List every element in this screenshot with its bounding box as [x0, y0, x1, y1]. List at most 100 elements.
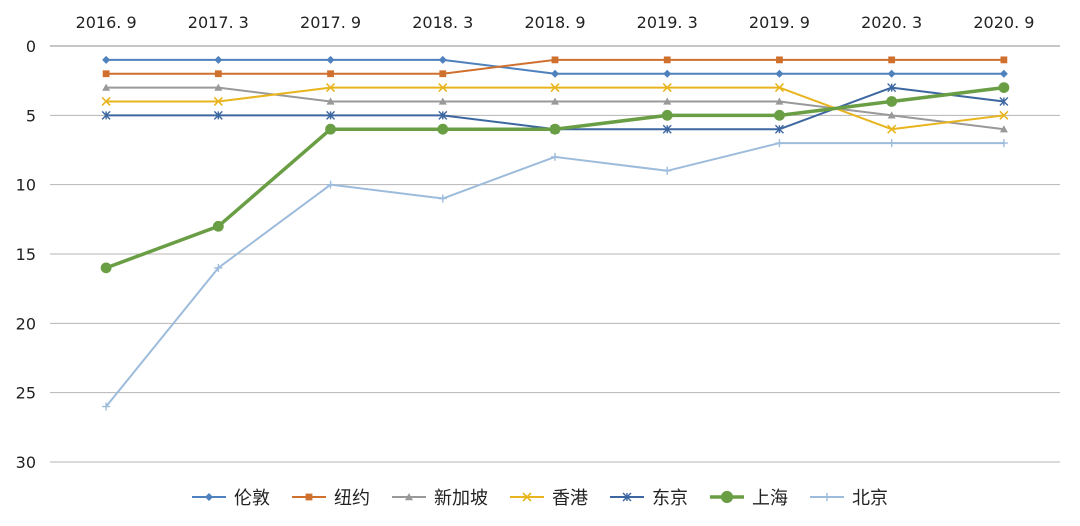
- legend-label: 北京: [852, 488, 888, 509]
- data-point: [327, 70, 334, 78]
- legend-label: 伦敦: [234, 488, 270, 509]
- data-point: [326, 110, 336, 120]
- x-tick-label: 2017. 9: [300, 13, 361, 32]
- data-point: [663, 97, 672, 105]
- data-point: [887, 124, 897, 134]
- data-point: [663, 69, 672, 78]
- series-line: [106, 86, 1005, 131]
- data-point: [774, 124, 784, 134]
- x-tick-label: 2016. 9: [76, 13, 137, 32]
- y-tick-label: 20: [16, 314, 36, 333]
- y-tick-label: 0: [26, 37, 36, 56]
- legend-item: 香港: [510, 488, 588, 509]
- data-point: [662, 83, 672, 93]
- series-3: [102, 83, 1008, 133]
- y-tick-label: 15: [16, 245, 36, 264]
- x-tick-label: 2017. 3: [188, 13, 249, 32]
- data-point: [438, 110, 448, 120]
- data-point: [1000, 56, 1008, 64]
- y-tick-label: 5: [26, 106, 36, 125]
- legend-label: 纽约: [334, 488, 370, 509]
- data-point: [438, 97, 447, 105]
- legend-label: 香港: [552, 488, 588, 509]
- data-point: [326, 180, 335, 189]
- series-1: [102, 55, 1008, 78]
- data-point: [999, 139, 1008, 148]
- x-tick-label: 2020. 9: [973, 13, 1034, 32]
- x-axis-tick-labels: 2016. 9 2017. 3 2017. 9 2018. 3 2018. 9 2019.…: [76, 13, 1035, 32]
- data-point: [326, 97, 335, 105]
- data-point: [326, 55, 335, 64]
- data-point: [661, 109, 673, 121]
- legend-item: 北京: [810, 488, 888, 509]
- series-7: [102, 139, 1008, 411]
- data-point: [888, 56, 896, 64]
- data-point: [887, 139, 896, 148]
- data-point: [213, 96, 223, 107]
- data-point: [100, 262, 112, 274]
- data-point: [999, 96, 1009, 106]
- data-point: [887, 69, 896, 78]
- data-point: [551, 69, 559, 78]
- data-point: [775, 97, 784, 105]
- legend-marker: [622, 492, 632, 502]
- legend-item: 新加坡: [392, 488, 488, 509]
- data-point: [663, 166, 672, 175]
- data-point: [214, 55, 223, 64]
- data-point: [325, 83, 336, 93]
- x-tick-label: 2019. 9: [749, 13, 810, 32]
- data-point: [999, 69, 1008, 78]
- data-point: [551, 97, 559, 105]
- data-point: [775, 69, 784, 78]
- data-point: [999, 125, 1008, 133]
- data-point: [439, 70, 447, 78]
- x-tick-label: 2019. 3: [637, 13, 698, 32]
- data-point: [663, 56, 671, 64]
- data-point: [102, 70, 110, 78]
- data-point: [102, 55, 111, 64]
- data-point: [549, 123, 561, 135]
- data-point: [214, 263, 223, 272]
- data-point: [438, 83, 448, 93]
- data-point: [887, 111, 896, 119]
- data-point: [887, 83, 897, 93]
- data-point: [775, 139, 784, 148]
- series-line: [105, 142, 1004, 408]
- legend-label: 新加坡: [434, 488, 488, 509]
- data-point: [438, 194, 447, 203]
- data-point: [437, 123, 449, 135]
- x-tick-label: 2018. 3: [412, 13, 473, 32]
- data-point: [662, 124, 672, 134]
- legend-marker: [720, 490, 734, 504]
- series-2: [102, 56, 1008, 78]
- data-point: [101, 110, 111, 120]
- series-4: [101, 83, 1009, 134]
- data-point: [774, 109, 785, 121]
- legend-item: 东京: [610, 488, 688, 509]
- legend-item: 纽约: [292, 488, 370, 509]
- data-point: [102, 402, 111, 411]
- y-tick-label: 10: [16, 176, 36, 195]
- data-point: [214, 70, 222, 78]
- series-line: [106, 86, 1005, 131]
- data-point: [101, 96, 111, 107]
- data-point: [325, 123, 336, 135]
- data-point: [214, 83, 223, 91]
- data-point: [550, 83, 560, 93]
- series-lines: [100, 55, 1010, 411]
- data-point: [213, 110, 223, 120]
- y-tick-label: 30: [16, 453, 36, 472]
- data-point: [551, 56, 559, 64]
- legend-marker: [305, 493, 313, 501]
- legend: 伦敦 纽约 新加坡 香港 东京 上海 北京: [192, 488, 888, 509]
- data-point: [551, 152, 559, 161]
- legend-marker: [823, 493, 831, 501]
- data-point: [886, 96, 898, 107]
- data-point: [776, 56, 783, 64]
- data-point: [438, 55, 447, 64]
- data-point: [774, 83, 785, 93]
- data-point: [102, 83, 111, 91]
- legend-label: 东京: [652, 488, 688, 509]
- legend-label: 上海: [752, 488, 788, 509]
